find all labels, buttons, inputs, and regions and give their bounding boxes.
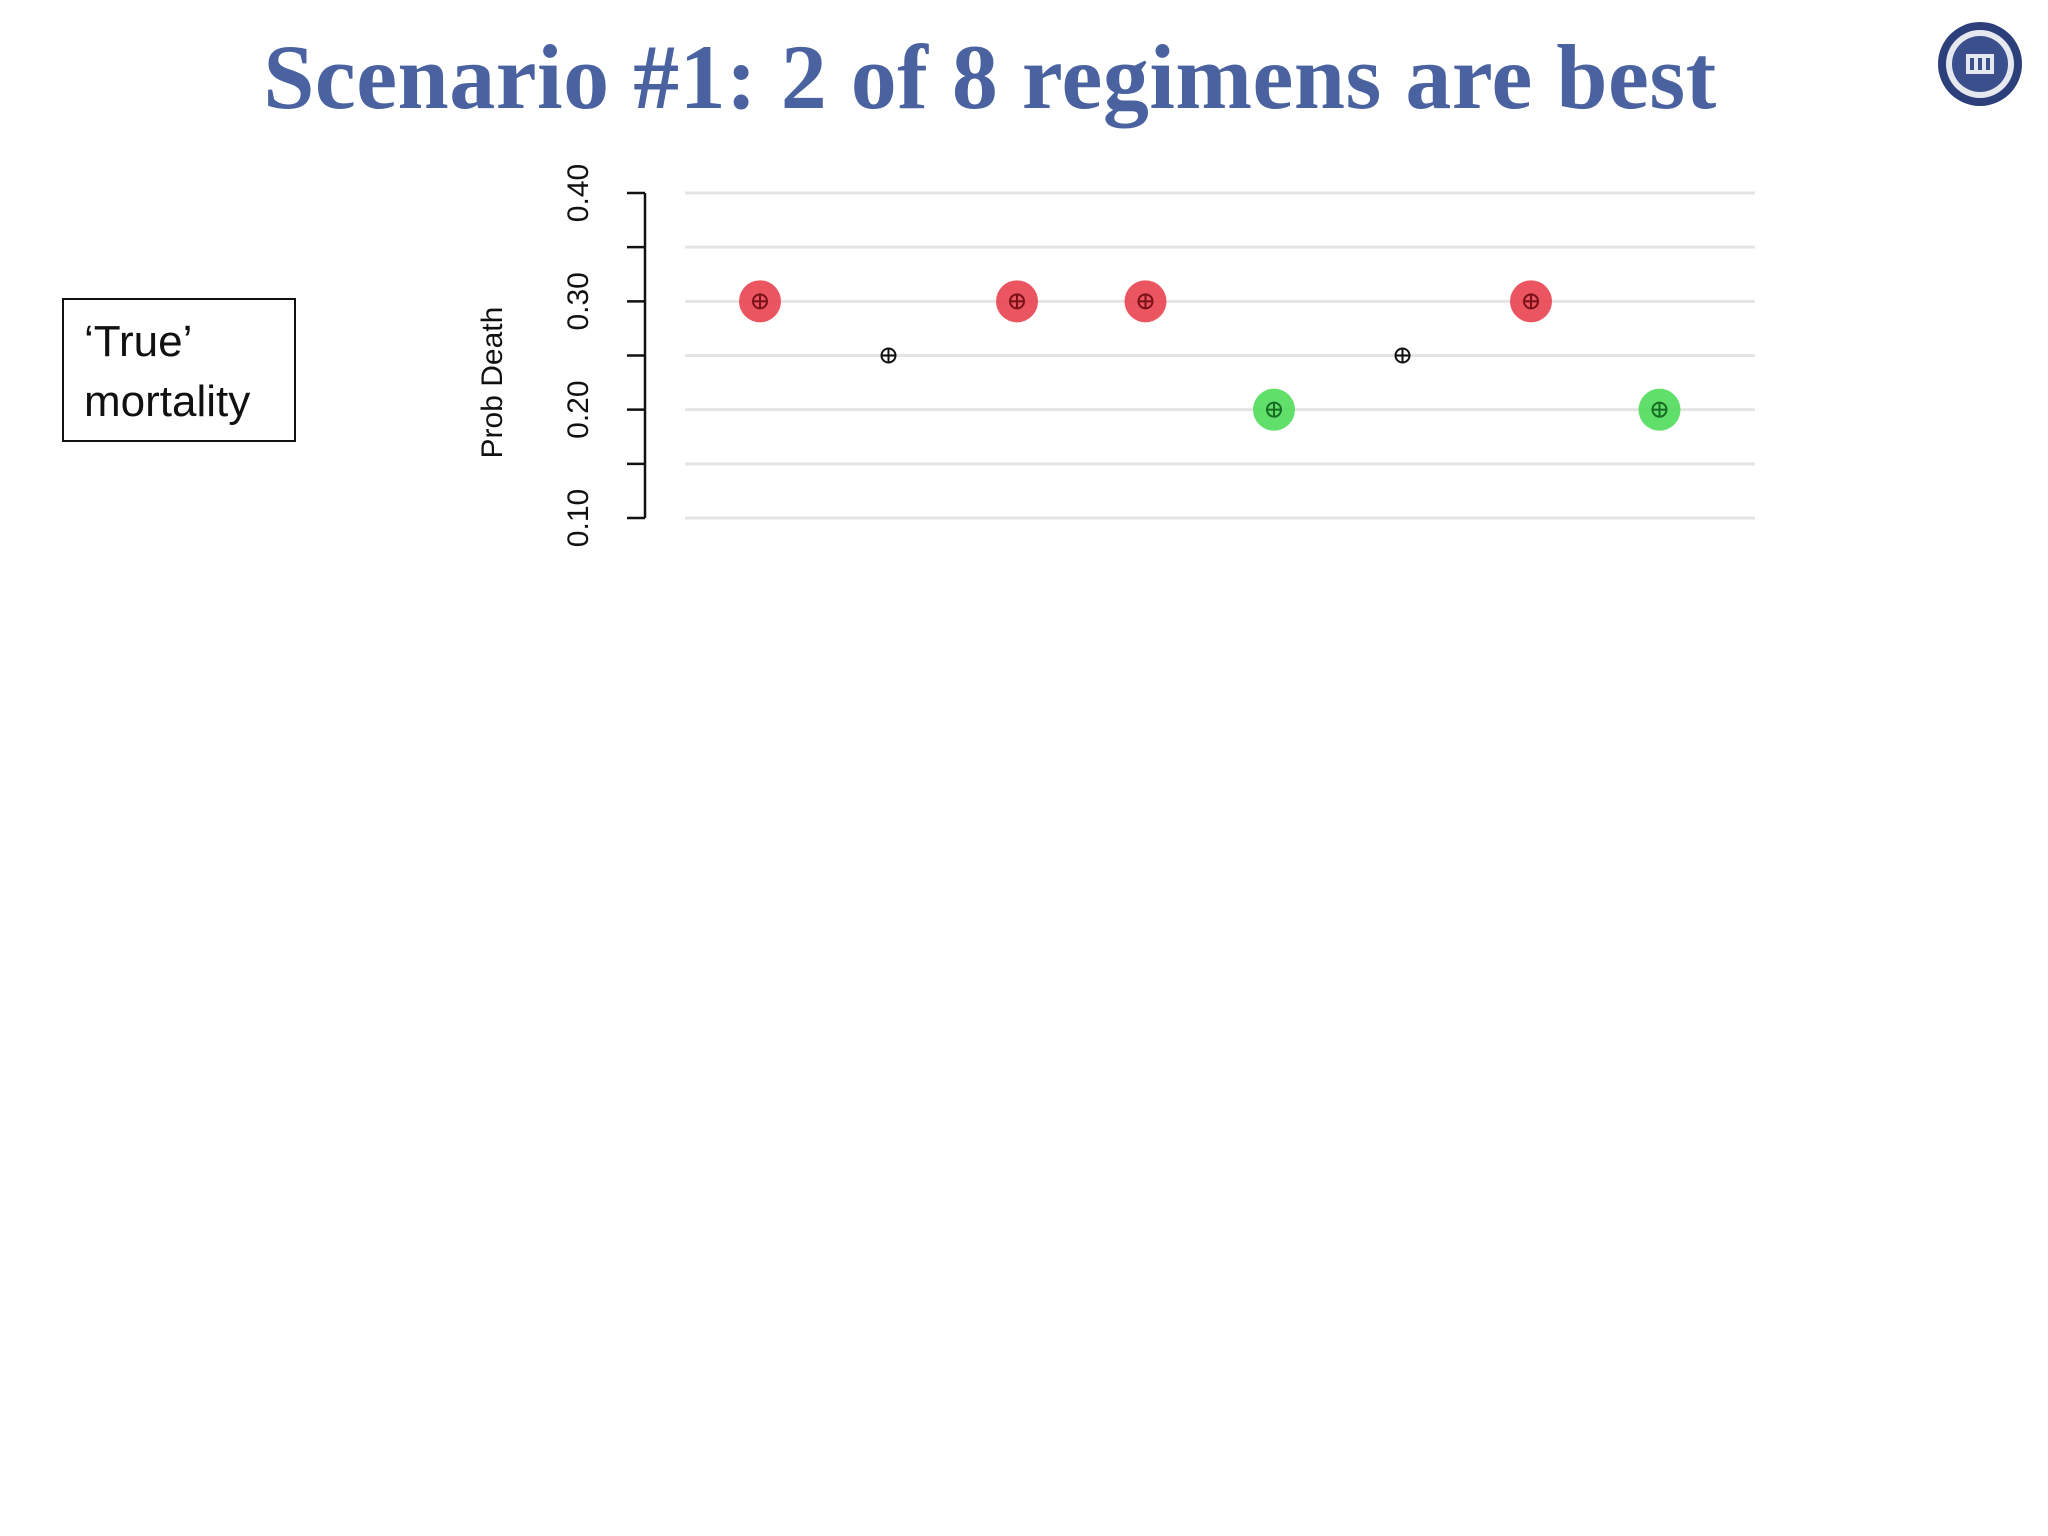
data-point bbox=[739, 280, 781, 323]
data-points bbox=[739, 280, 1681, 431]
data-point bbox=[1253, 388, 1295, 431]
data-point bbox=[1394, 347, 1411, 364]
y-tick-label: 0.30 bbox=[562, 272, 595, 330]
grid-lines bbox=[685, 191, 1755, 520]
y-tick-label: 0.40 bbox=[562, 164, 595, 222]
true-mortality-label-box: ‘True’ mortality bbox=[62, 298, 296, 442]
data-point bbox=[1638, 388, 1681, 431]
data-point bbox=[1124, 280, 1167, 323]
y-axis: 0.10 0.20 0.30 0.40 bbox=[562, 164, 647, 547]
data-point bbox=[996, 280, 1038, 323]
slide-title: Scenario #1: 2 of 8 regimens are best bbox=[263, 26, 1717, 128]
data-point bbox=[880, 347, 897, 364]
legend-line-1: ‘True’ bbox=[84, 317, 193, 366]
y-tick-label: 0.20 bbox=[562, 380, 595, 438]
y-axis-label: Prob Death bbox=[476, 307, 509, 459]
mortality-scatter-chart: 0.10 0.20 0.30 0.40 Prob Death bbox=[476, 164, 1755, 547]
data-point bbox=[1510, 280, 1552, 323]
y-tick-label: 0.10 bbox=[562, 489, 595, 547]
legend-line-2: mortality bbox=[84, 377, 251, 426]
university-seal-icon bbox=[1938, 22, 2022, 106]
